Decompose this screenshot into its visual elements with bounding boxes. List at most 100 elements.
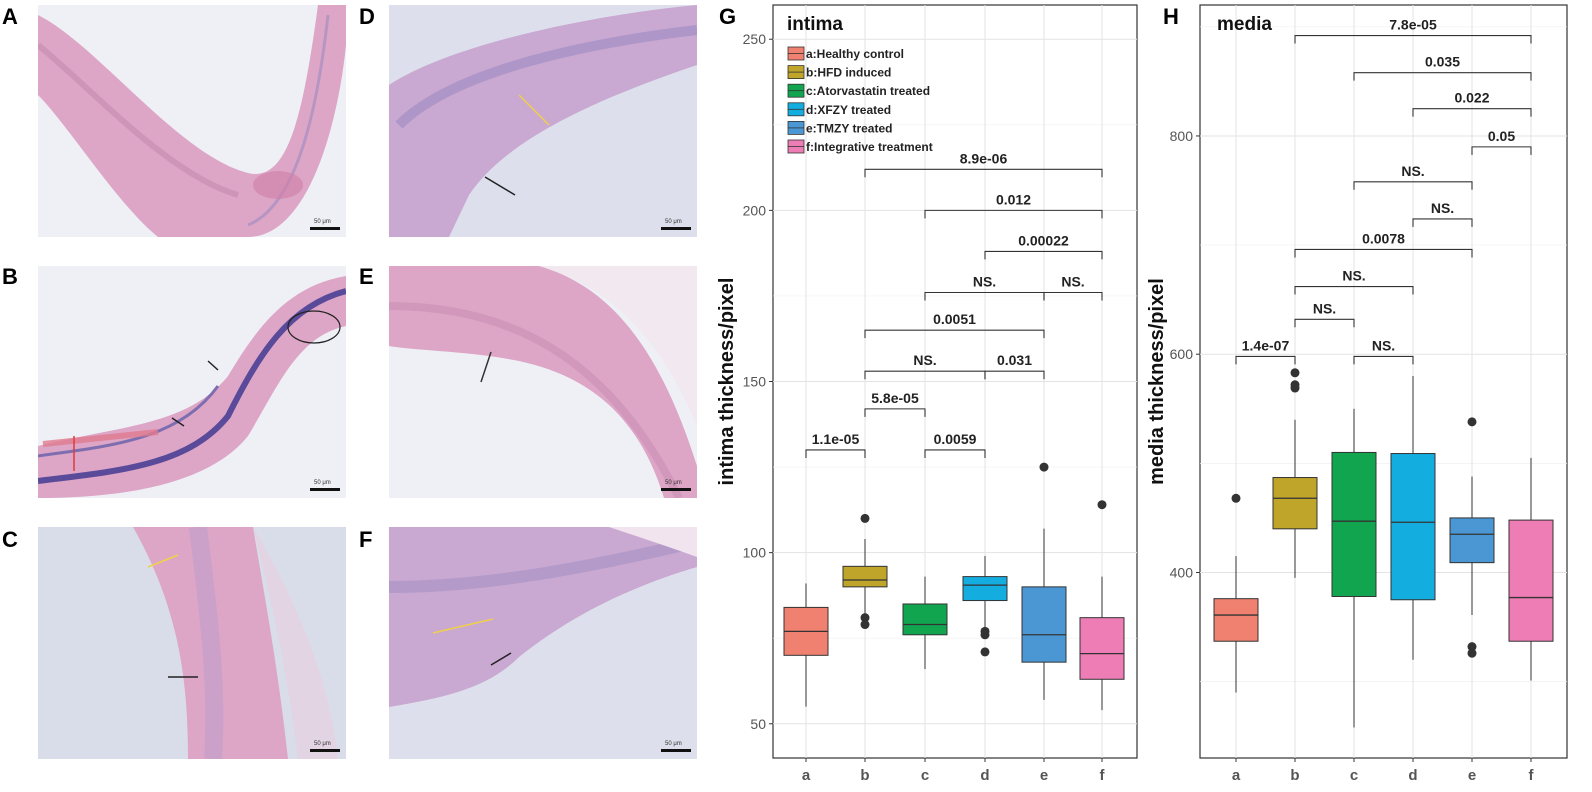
intima-xtick-label: e (1040, 767, 1048, 784)
intima-comparison-bracket (984, 250, 1103, 260)
intima-ylabel: intima thickness/pixel (716, 278, 738, 486)
panel-letter-c: C (2, 527, 18, 552)
media-comparison-bracket (1235, 355, 1296, 365)
media-comparison-label: 7.8e-05 (1389, 17, 1437, 33)
intima-ytick-label: 200 (743, 202, 767, 218)
media-outlier-e (1467, 648, 1477, 658)
intima-ytick-label: 100 (743, 545, 767, 561)
panel-letter-h: H (1163, 4, 1179, 29)
intima-outlier-b (860, 513, 870, 523)
media-box-c (1331, 451, 1377, 597)
intima-outlier-e (1039, 462, 1049, 472)
panel-letter-g: G (719, 4, 737, 29)
media-comparison-bracket (1353, 181, 1473, 190)
intima-comparison-bracket (924, 449, 986, 458)
media-comparison-label: 0.022 (1454, 90, 1489, 106)
media-comparison-label: NS. (1401, 163, 1424, 179)
micrograph-f: 50 μm (389, 527, 697, 759)
intima-comparison-bracket (864, 329, 1045, 339)
scale-label-c: 50 μm (314, 741, 331, 747)
media-box-d (1390, 453, 1436, 601)
media-comparison-bracket (1412, 218, 1473, 227)
micrograph-b: 50 μm (38, 266, 346, 498)
media-comparison-bracket (1353, 72, 1532, 81)
intima-comparison-label: NS. (913, 352, 936, 368)
media-xtick-label: b (1290, 767, 1299, 784)
intima-box-f (1079, 617, 1125, 680)
media-box-f (1508, 519, 1554, 642)
intima-comparison-bracket (924, 209, 1103, 219)
intima-comparison-label: 1.1e-05 (812, 431, 860, 447)
media-xtick-label: f (1529, 767, 1535, 784)
intima-xtick-label: b (860, 767, 869, 784)
media-comparison-label: NS. (1313, 300, 1336, 316)
media-comparison-label: 0.0078 (1362, 230, 1405, 246)
media-xtick-label: c (1350, 767, 1358, 784)
intima-comparison-label: 0.00022 (1018, 232, 1069, 248)
media-comparison-bracket (1294, 318, 1355, 328)
intima-legend-label-d: d:XFZY treated (806, 103, 891, 117)
media-ytick-label: 600 (1170, 346, 1194, 362)
scale-label-d: 50 μm (665, 219, 682, 225)
micrograph-e-image (389, 266, 697, 498)
media-outlier-b (1290, 368, 1300, 378)
intima-outlier-d (980, 630, 990, 640)
intima-comparison-label: NS. (1061, 274, 1084, 290)
media-comparison-label: NS. (1372, 337, 1395, 353)
intima-outlier-b (860, 613, 870, 623)
intima-title: intima (787, 14, 843, 35)
media-ylabel: media thickness/pixel (1146, 278, 1168, 485)
intima-comparison-label: 0.0051 (933, 311, 976, 327)
scale-label-b: 50 μm (314, 480, 331, 486)
intima-comparison-bracket (864, 168, 1103, 178)
media-comparison-bracket (1353, 355, 1414, 365)
intima-box-d (962, 576, 1008, 602)
media-box-a (1213, 598, 1259, 642)
panel-letter-e: E (359, 264, 374, 289)
media-outlier-b (1290, 383, 1300, 393)
intima-ytick-label: 150 (743, 374, 767, 390)
intima-comparison-label: 5.8e-05 (871, 390, 919, 406)
micrograph-a-image (38, 5, 346, 237)
micrograph-c-image (133, 527, 338, 759)
intima-legend-label-f: f:Integrative treatment (806, 140, 933, 154)
micrograph-c: 50 μm (38, 527, 346, 759)
intima-outlier-d (980, 647, 990, 657)
micrograph-d: 50 μm (389, 5, 697, 237)
media-ytick-label: 400 (1170, 564, 1194, 580)
media-outlier-a (1231, 493, 1241, 503)
micrograph-b-image (38, 276, 346, 498)
intima-comparison-label: 8.9e-06 (960, 150, 1008, 166)
media-xtick-label: d (1408, 767, 1417, 784)
media-ytick-label: 800 (1170, 128, 1194, 144)
media-comparison-label: NS. (1342, 268, 1365, 284)
media-box-b (1272, 477, 1318, 530)
intima-xtick-label: c (921, 767, 929, 784)
scale-label-f: 50 μm (665, 741, 682, 747)
intima-comparison-bracket (984, 370, 1045, 380)
intima-outlier-b (860, 620, 870, 630)
intima-ytick-label: 50 (750, 716, 766, 732)
media-comparison-label: 0.05 (1488, 128, 1515, 144)
intima-box-c (902, 603, 948, 636)
media-plot-frame (1199, 4, 1568, 759)
intima-comparison-label: NS. (973, 274, 996, 290)
intima-legend-label-a: a:Healthy control (806, 47, 904, 61)
intima-legend-label-c: c:Atorvastatin treated (806, 84, 930, 98)
media-comparison-label: 1.4e-07 (1242, 337, 1290, 353)
intima-comparison-bracket (1043, 291, 1103, 301)
micrograph-d-image (389, 5, 697, 237)
intima-legend-label-e: e:TMZY treated (806, 121, 892, 135)
media-outlier-e (1467, 417, 1477, 427)
media-comparison-bracket (1294, 248, 1473, 258)
intima-comparison-bracket (805, 449, 866, 458)
intima-outlier-f (1097, 500, 1107, 510)
media-comparison-bracket (1471, 146, 1532, 155)
intima-box-e (1021, 586, 1067, 663)
media-xtick-label: e (1468, 767, 1476, 784)
media-comparison-label: NS. (1431, 200, 1454, 216)
media-title: media (1217, 14, 1272, 35)
panel-letter-b: B (2, 264, 18, 289)
scale-label-a: 50 μm (314, 219, 331, 225)
